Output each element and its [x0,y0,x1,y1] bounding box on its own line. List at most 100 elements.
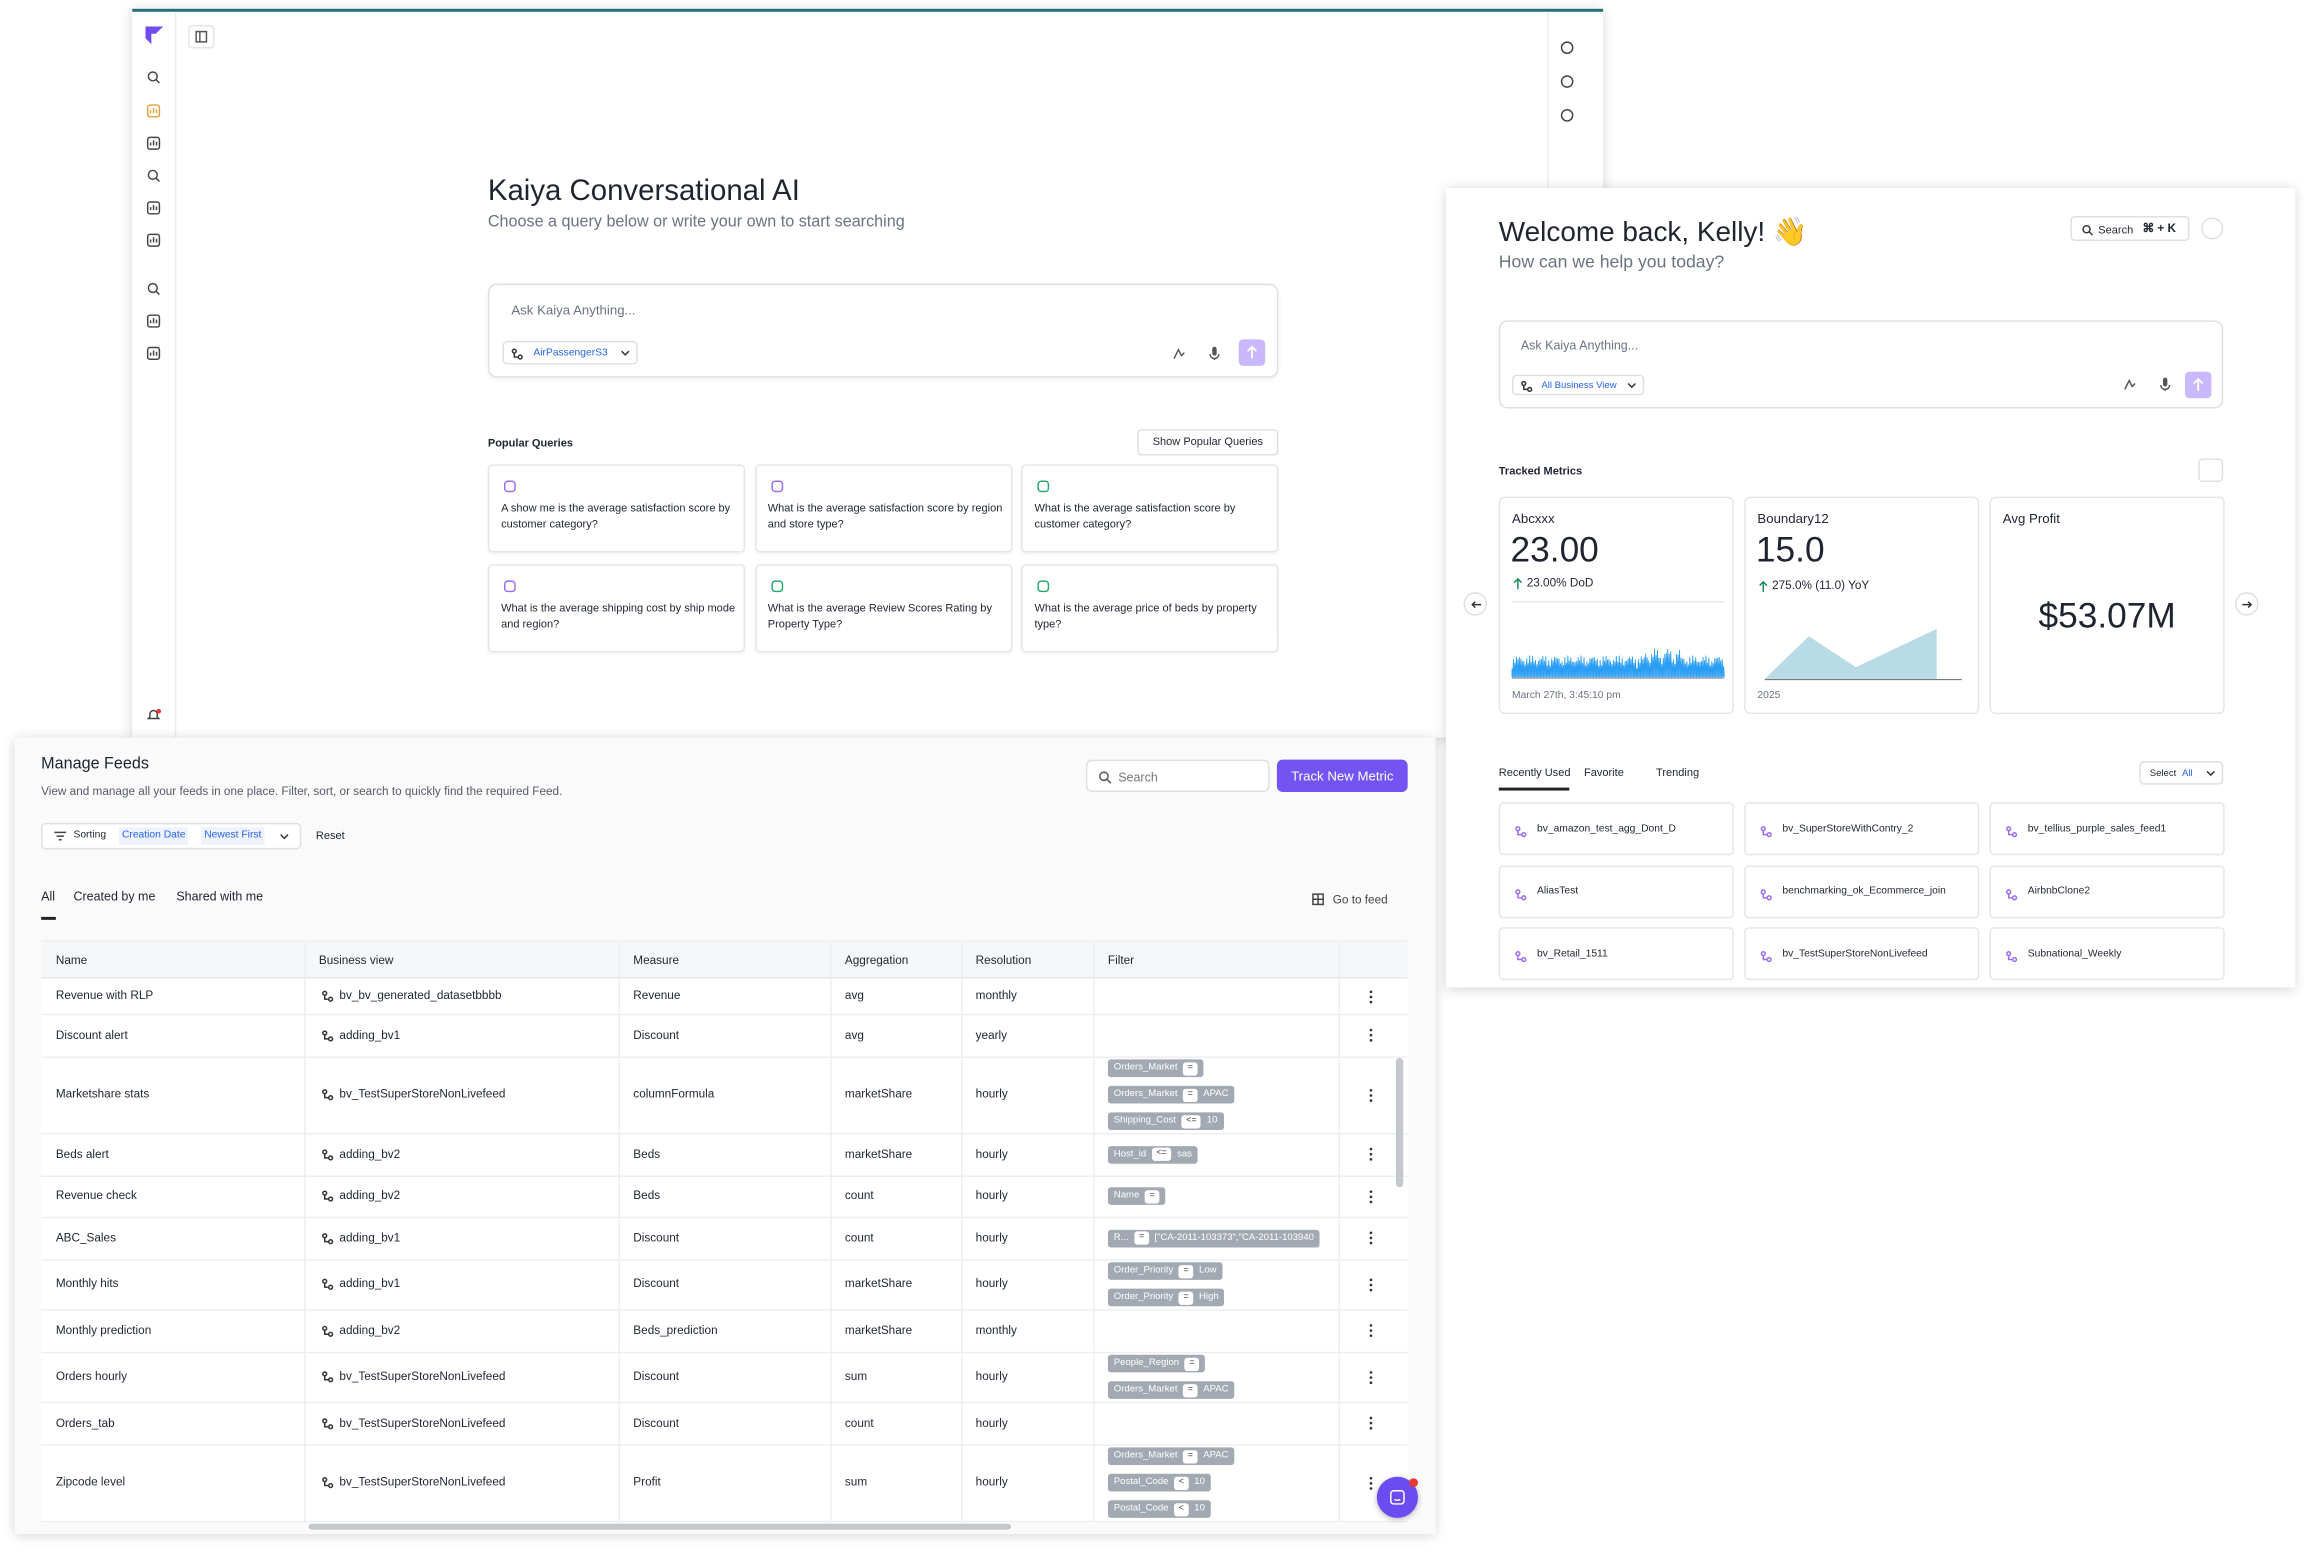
horizontal-scrollbar [308,1523,1011,1530]
row-menu[interactable] [1369,1416,1373,1430]
send-button[interactable] [2184,371,2212,399]
recent-item[interactable]: benchmarking_ok_Ecommerce_join [1744,864,1980,918]
rail-icon[interactable] [1560,41,1574,55]
row-menu[interactable] [1369,1277,1373,1291]
filter-operator: = [1185,1356,1199,1371]
select-filter[interactable]: Select All [2139,761,2224,785]
recent-item[interactable]: AliasTest [1498,864,1734,918]
metric-value: $53.07M [2038,596,2176,637]
sidebar-icon[interactable] [147,71,160,84]
send-button[interactable] [1238,339,1266,366]
recent-item[interactable]: bv_Retail_1511 [1498,927,1734,981]
notification-icon[interactable] [146,708,162,723]
track-button[interactable]: Track New Metric [1276,759,1408,793]
resolution: hourly [975,1146,1008,1161]
sidebar-icon[interactable] [146,104,161,118]
feeds-table: Name Business view Measure Aggregation Resol… [41,940,1408,1523]
sidebar-icon[interactable] [146,233,161,247]
sidebar-icon[interactable] [146,346,161,361]
feed-tab[interactable]: Created by me [73,888,156,904]
feed-name: Revenue with RLP [55,988,154,1003]
metric-card[interactable]: Boundary12 15.0 275.0% (11.0) YoY 2025 [1744,496,1980,715]
chart-icon[interactable] [2123,378,2136,391]
query-card[interactable]: What is the average Review Scores Rating… [754,564,1012,653]
area-chart [1764,628,1962,681]
sidebar-icon[interactable] [146,136,161,150]
logo[interactable] [144,25,165,46]
carousel-arrow[interactable] [1463,592,1488,616]
recent-item[interactable]: bv_amazon_test_agg_Dont_D [1498,802,1734,856]
row-menu[interactable] [1369,1028,1373,1042]
metric-name: Avg Profit [2002,511,2060,527]
settings-button[interactable] [2198,458,2224,482]
rail-icon[interactable] [1560,75,1574,88]
metric-value: 15.0 [1755,530,1825,571]
query-input[interactable]: Ask Kaiya Anything... All Business View [1498,320,2224,409]
filter-operator: = [1183,1061,1198,1075]
recent-name: bv_TestSuperStoreNonLivefeed [1782,948,1928,959]
mic-icon[interactable] [2159,377,2172,391]
row-border [41,1132,1408,1135]
feed-name: Monthly hits [55,1276,119,1291]
metric-card[interactable]: Avg Profit $53.07M [1989,496,2225,715]
go-to-feed[interactable]: Go to feed [1332,892,1388,906]
row-menu[interactable] [1369,989,1373,1003]
trend-up-icon [1759,580,1768,593]
recent-item[interactable]: Subnational_Weekly [1989,927,2225,981]
query-card[interactable]: What is the average satisfaction score b… [1021,464,1279,553]
row-menu[interactable] [1369,1147,1373,1161]
query-card[interactable]: What is the average shipping cost by shi… [487,564,745,653]
feed-tab[interactable]: All [41,888,56,904]
recent-item[interactable]: bv_SuperStoreWithContry_2 [1744,802,1980,856]
row-menu[interactable] [1369,1370,1373,1384]
chat-button[interactable] [1376,1476,1418,1518]
column-header: Measure [633,953,680,967]
reset-button[interactable]: Reset [315,828,345,842]
rail-icon[interactable] [1560,109,1574,122]
kaiya-window: Kaiya Conversational AI Choose a query be… [132,8,1604,738]
filter-field: Orders_Market [1113,1062,1178,1073]
filter-operator: <= [1181,1114,1201,1128]
filter-field: Name [1113,1190,1140,1201]
row-menu[interactable] [1369,1324,1373,1338]
row-menu[interactable] [1369,1088,1373,1102]
carousel-arrow[interactable] [2234,592,2259,616]
sidebar-icon[interactable] [147,169,160,182]
query-card[interactable]: What is the average satisfaction score b… [754,464,1012,553]
kaiya-title: Kaiya Conversational AI [487,174,800,208]
aggregation: avg [844,1027,864,1042]
sidebar-icon[interactable] [147,282,160,296]
sidebar-icon[interactable] [146,201,161,215]
welcome-subtitle: How can we help you today? [1498,251,1725,272]
query-card[interactable]: A show me is the average satisfaction sc… [487,464,745,553]
tab[interactable]: Recently Used [1498,765,1571,779]
recent-item[interactable]: AirbnbClone2 [1989,864,2225,918]
row-menu[interactable] [1369,1476,1373,1490]
row-menu[interactable] [1369,1231,1373,1245]
sidebar-icon[interactable] [146,314,161,328]
business-view-select[interactable]: All Business View [1512,374,1645,396]
metric-card[interactable]: Abcxxx 23.00 23.00% DoD March 27th, 3:45:10… [1498,496,1734,715]
sorting-control[interactable]: Sorting Creation Date Newest First [41,822,302,850]
recent-item[interactable]: bv_tellius_purple_sales_feed1 [1989,802,2225,856]
show-popular-button[interactable]: Show Popular Queries [1137,429,1279,456]
column-divider [830,941,832,1523]
search-input[interactable]: Search [1085,759,1270,793]
sort-order: Newest First [201,827,265,845]
chart-icon[interactable] [1173,347,1186,360]
query-input[interactable]: Ask Kaiya Anything... AirPassengerS3 [487,283,1279,378]
mic-icon[interactable] [1208,346,1221,361]
tab[interactable]: Favorite [1584,765,1624,779]
business-view-select[interactable]: AirPassengerS3 [502,340,638,365]
query-card[interactable]: What is the average price of beds by pro… [1021,564,1279,653]
business-view-icon [322,1477,334,1489]
business-view-icon [1515,826,1527,838]
tab[interactable]: Trending [1656,765,1700,779]
row-menu[interactable] [1369,1189,1373,1203]
feed-tab[interactable]: Shared with me [176,888,264,904]
collapse-button[interactable] [188,24,215,49]
recent-item[interactable]: bv_TestSuperStoreNonLivefeed [1744,927,1980,981]
search-button[interactable]: Search ⌘ + K [2070,216,2190,241]
business-view-icon [1521,380,1533,392]
help-button[interactable] [2201,217,2224,240]
